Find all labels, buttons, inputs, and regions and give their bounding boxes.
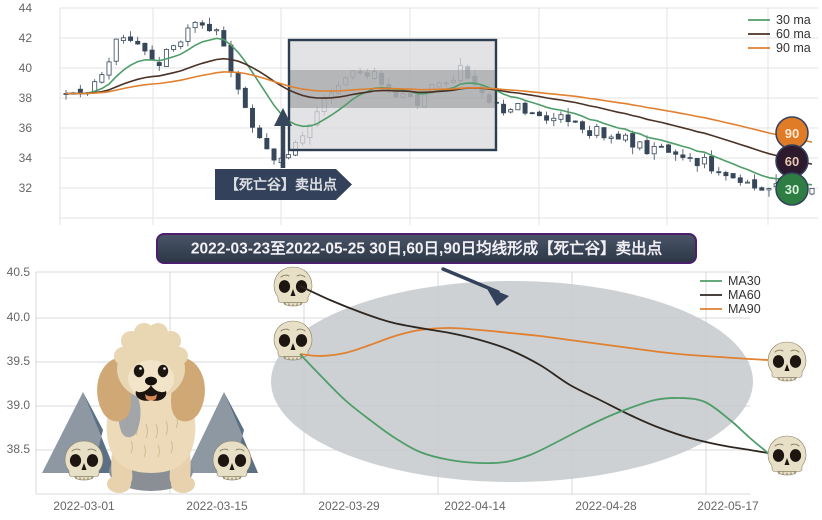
svg-text:40.5: 40.5 xyxy=(7,265,31,279)
svg-text:2022-03-29: 2022-03-29 xyxy=(318,499,380,513)
svg-text:2022-03-15: 2022-03-15 xyxy=(186,499,248,513)
svg-text:MA30: MA30 xyxy=(728,274,761,288)
svg-text:60 ma: 60 ma xyxy=(776,27,811,41)
svg-text:MA60: MA60 xyxy=(728,288,761,302)
svg-text:2022-03-01: 2022-03-01 xyxy=(53,499,115,513)
svg-text:39.0: 39.0 xyxy=(7,398,31,412)
svg-text:2022-03-23至2022-05-25 30日,60日,: 2022-03-23至2022-05-25 30日,60日,90日均线形成【死亡… xyxy=(191,239,663,258)
svg-text:90 ma: 90 ma xyxy=(776,41,811,55)
svg-text:60: 60 xyxy=(785,154,799,169)
svg-text:【死亡谷】卖出点: 【死亡谷】卖出点 xyxy=(225,177,337,193)
svg-text:39.5: 39.5 xyxy=(7,354,31,368)
svg-text:32: 32 xyxy=(19,181,33,195)
svg-text:2022-04-14: 2022-04-14 xyxy=(444,499,506,513)
svg-text:36: 36 xyxy=(19,121,33,135)
svg-text:2022-04-28: 2022-04-28 xyxy=(575,499,637,513)
svg-text:38.5: 38.5 xyxy=(7,442,31,456)
svg-text:42: 42 xyxy=(19,31,33,45)
svg-text:30 ma: 30 ma xyxy=(776,13,811,27)
svg-text:30: 30 xyxy=(785,182,799,197)
svg-text:MA90: MA90 xyxy=(728,302,761,316)
svg-text:90: 90 xyxy=(785,126,799,141)
svg-text:44: 44 xyxy=(19,1,33,15)
svg-text:2022-05-17: 2022-05-17 xyxy=(697,499,759,513)
svg-text:34: 34 xyxy=(19,151,33,165)
svg-text:40: 40 xyxy=(19,61,33,75)
svg-text:40.0: 40.0 xyxy=(7,310,31,324)
svg-text:38: 38 xyxy=(19,91,33,105)
